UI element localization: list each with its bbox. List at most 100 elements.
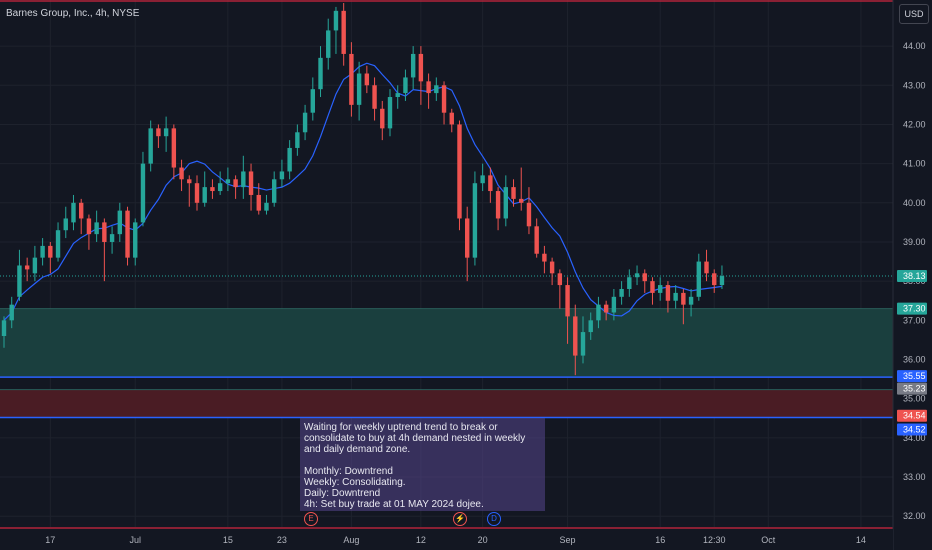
candle-body — [233, 179, 238, 188]
time-tick-label: 12:30 — [703, 535, 726, 545]
candle-body — [9, 304, 14, 321]
candle-body — [248, 171, 254, 195]
candle-body — [148, 128, 153, 164]
candle-body — [387, 97, 393, 129]
candle-body — [318, 57, 323, 90]
candle-body — [418, 53, 424, 82]
candle-body — [688, 296, 694, 305]
currency-button[interactable]: USD — [899, 4, 929, 24]
candle-body — [580, 332, 586, 356]
split-event-icon[interactable]: ⚡ — [453, 512, 467, 526]
time-tick-label: 16 — [655, 535, 665, 545]
candle-body — [156, 128, 161, 137]
time-tick-label: Jul — [129, 535, 141, 545]
candle-body — [627, 277, 632, 289]
price-tick-label: 39.00 — [903, 237, 926, 247]
lower-zone — [0, 389, 893, 418]
candle-body — [295, 132, 300, 148]
time-tick-label: 14 — [856, 535, 866, 545]
candle-body — [264, 202, 269, 211]
candle-body — [542, 253, 547, 262]
time-tick-label: 15 — [223, 535, 233, 545]
candle-body — [465, 218, 470, 258]
price-tick-label: 34.00 — [903, 433, 926, 443]
candle-body — [256, 194, 261, 211]
candle-body — [650, 281, 655, 293]
candle-body — [573, 316, 578, 356]
candle-body — [341, 10, 346, 54]
price-tick-label: 42.00 — [903, 119, 926, 129]
candle-body — [441, 85, 447, 113]
dividend-event-icon[interactable]: D — [487, 512, 501, 526]
time-tick-label: Aug — [343, 535, 359, 545]
candle-body — [302, 112, 308, 133]
candle-body — [86, 218, 92, 235]
candle-body — [272, 179, 277, 203]
price-label: 35.55 — [903, 371, 926, 381]
candle-body — [63, 218, 68, 231]
time-tick-label: Oct — [761, 535, 776, 545]
candle-body — [380, 108, 385, 129]
candle-body — [333, 10, 339, 31]
candle-body — [526, 202, 532, 227]
candle-body — [117, 210, 122, 235]
candle-body — [480, 175, 485, 184]
price-tick-label: 33.00 — [903, 472, 926, 482]
price-label: 37.30 — [903, 304, 926, 314]
candle-body — [619, 288, 624, 297]
candle-body — [696, 261, 701, 297]
candle-body — [187, 179, 192, 184]
price-tick-label: 36.00 — [903, 355, 926, 365]
candle-body — [194, 183, 200, 203]
candle-body — [94, 222, 99, 235]
candle-body — [596, 304, 601, 321]
price-tick-label: 40.00 — [903, 198, 926, 208]
symbol-title: Barnes Group, Inc., 4h, NYSE — [6, 8, 140, 19]
time-tick-label: 20 — [478, 535, 488, 545]
candle-body — [457, 124, 462, 219]
candle-body — [403, 77, 408, 94]
candle-body — [40, 245, 45, 258]
earnings-event-icon[interactable]: E — [304, 512, 318, 526]
candle-body — [503, 187, 508, 219]
candle-body — [511, 187, 516, 199]
candle-body — [279, 171, 285, 180]
candle-body — [179, 167, 184, 180]
candle-body — [673, 292, 678, 301]
candle-body — [140, 163, 146, 223]
price-tick-label: 44.00 — [903, 41, 926, 51]
candle-body — [395, 93, 400, 98]
candle-body — [588, 320, 593, 333]
candle-body — [658, 285, 663, 293]
price-tick-label: 41.00 — [903, 159, 926, 169]
price-tick-label: 32.00 — [903, 511, 926, 521]
candle-body — [225, 179, 231, 184]
candle-body — [1, 320, 7, 336]
candle-body — [665, 285, 671, 301]
price-label: 35.23 — [903, 384, 926, 394]
time-tick-label: Sep — [560, 535, 576, 545]
price-tick-label: 43.00 — [903, 80, 926, 90]
price-label-box — [897, 409, 927, 422]
price-label-box — [897, 302, 927, 315]
candle-body — [364, 73, 370, 86]
candle-body — [704, 261, 709, 274]
candle-body — [426, 81, 431, 94]
candle-body — [241, 171, 246, 188]
demand-zone — [0, 308, 893, 378]
candle-body — [17, 265, 22, 297]
candle-body — [125, 210, 130, 258]
price-label: 34.54 — [903, 411, 926, 421]
candle-body — [48, 245, 53, 258]
candle-body — [349, 53, 354, 105]
candle-body — [102, 222, 107, 242]
time-axis-bg — [0, 529, 893, 550]
candle-body — [55, 230, 61, 258]
price-label-box — [897, 382, 927, 395]
price-label: 38.13 — [903, 271, 926, 281]
price-tick-label: 35.00 — [903, 394, 926, 404]
candle-body — [356, 73, 362, 105]
candle-body — [634, 273, 640, 278]
candle-body — [719, 276, 725, 286]
